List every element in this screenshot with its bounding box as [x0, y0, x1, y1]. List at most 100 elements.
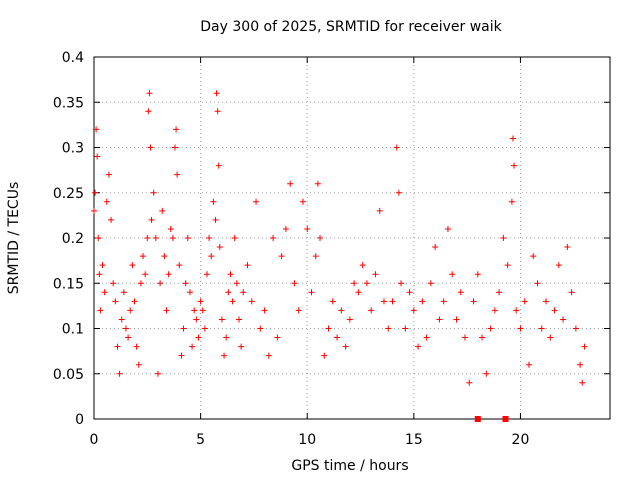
data-point	[547, 334, 554, 341]
data-point	[112, 298, 119, 305]
data-point	[317, 235, 324, 241]
data-point	[346, 316, 353, 323]
data-point	[163, 307, 170, 314]
data-point	[368, 307, 375, 314]
data-point	[385, 325, 392, 332]
data-point	[186, 289, 193, 296]
data-point	[133, 343, 140, 350]
data-point	[312, 253, 319, 260]
data-point	[525, 361, 532, 368]
data-point	[176, 262, 183, 269]
data-point	[453, 316, 460, 323]
data-point	[231, 235, 238, 241]
data-point	[355, 289, 362, 296]
data-point	[125, 334, 132, 341]
data-point	[215, 162, 222, 169]
data-point	[479, 334, 486, 341]
data-point	[508, 198, 515, 205]
data-point	[159, 207, 166, 214]
data-point	[97, 307, 104, 314]
data-point	[142, 271, 149, 278]
data-point	[110, 280, 117, 287]
data-point	[564, 244, 571, 251]
data-point	[146, 90, 153, 97]
data-point	[131, 298, 138, 305]
data-point	[118, 316, 125, 323]
x-tick-label: 0	[90, 432, 99, 448]
data-point	[94, 153, 101, 160]
data-point	[105, 171, 112, 178]
data-point	[466, 379, 473, 386]
data-point	[240, 289, 247, 296]
data-point	[483, 370, 490, 377]
data-point	[197, 298, 204, 305]
data-point	[189, 343, 196, 350]
data-point	[415, 343, 422, 350]
data-point	[140, 253, 147, 260]
data-point	[504, 262, 511, 269]
data-point	[257, 325, 264, 332]
data-point	[95, 235, 102, 241]
data-point	[122, 325, 129, 332]
data-point	[248, 298, 255, 305]
data-point	[314, 180, 321, 187]
data-point	[182, 280, 189, 287]
data-point	[214, 108, 221, 115]
data-point	[184, 235, 191, 241]
x-tick-label: 15	[405, 432, 423, 448]
data-point	[96, 271, 103, 278]
data-point	[101, 289, 108, 296]
y-tick-label: 0.2	[62, 231, 84, 247]
data-point	[253, 198, 260, 205]
data-point	[212, 216, 219, 223]
data-point	[191, 307, 198, 314]
data-point	[174, 171, 181, 178]
data-point	[393, 144, 400, 151]
data-point	[144, 235, 151, 241]
data-point	[270, 235, 277, 241]
ticks: 0 0.05 0.1 0.15 0.2 0.25 0.3 0.35 0.4 0 5 10 15 20	[53, 50, 610, 448]
x-tick-label: 10	[298, 432, 316, 448]
y-tick-label: 0.3	[62, 141, 84, 157]
grid	[94, 57, 610, 419]
data-point	[108, 216, 115, 223]
data-point	[116, 370, 123, 377]
data-point	[135, 361, 142, 368]
data-point	[321, 352, 328, 359]
data-point	[193, 316, 200, 323]
data-point	[152, 235, 159, 241]
data-point	[99, 262, 106, 269]
data-point	[432, 244, 439, 251]
data-point	[150, 189, 157, 196]
x-tick-label: 20	[512, 432, 530, 448]
data-point	[274, 334, 281, 341]
data-point	[299, 198, 306, 205]
data-point	[449, 271, 456, 278]
data-point	[137, 280, 144, 287]
data-point	[406, 289, 413, 296]
data-point	[206, 235, 213, 241]
data-point	[410, 307, 417, 314]
data-point	[555, 262, 562, 269]
data-point	[287, 180, 294, 187]
data-point	[351, 280, 358, 287]
data-point	[427, 280, 434, 287]
data-point	[180, 325, 187, 332]
data-point	[517, 325, 524, 332]
data-point	[154, 370, 161, 377]
data-point	[389, 298, 396, 305]
data-point	[93, 126, 100, 133]
data-point	[359, 262, 366, 269]
data-point	[521, 298, 528, 305]
zero-data-point	[502, 416, 509, 422]
data-point	[534, 280, 541, 287]
data-point	[223, 334, 230, 341]
data-point	[419, 298, 426, 305]
data-point	[581, 343, 588, 350]
y-tick-label: 0	[75, 412, 84, 428]
data-point	[395, 189, 402, 196]
data-point	[513, 307, 520, 314]
data-point	[325, 325, 332, 332]
data-point	[244, 262, 251, 269]
data-point	[436, 316, 443, 323]
